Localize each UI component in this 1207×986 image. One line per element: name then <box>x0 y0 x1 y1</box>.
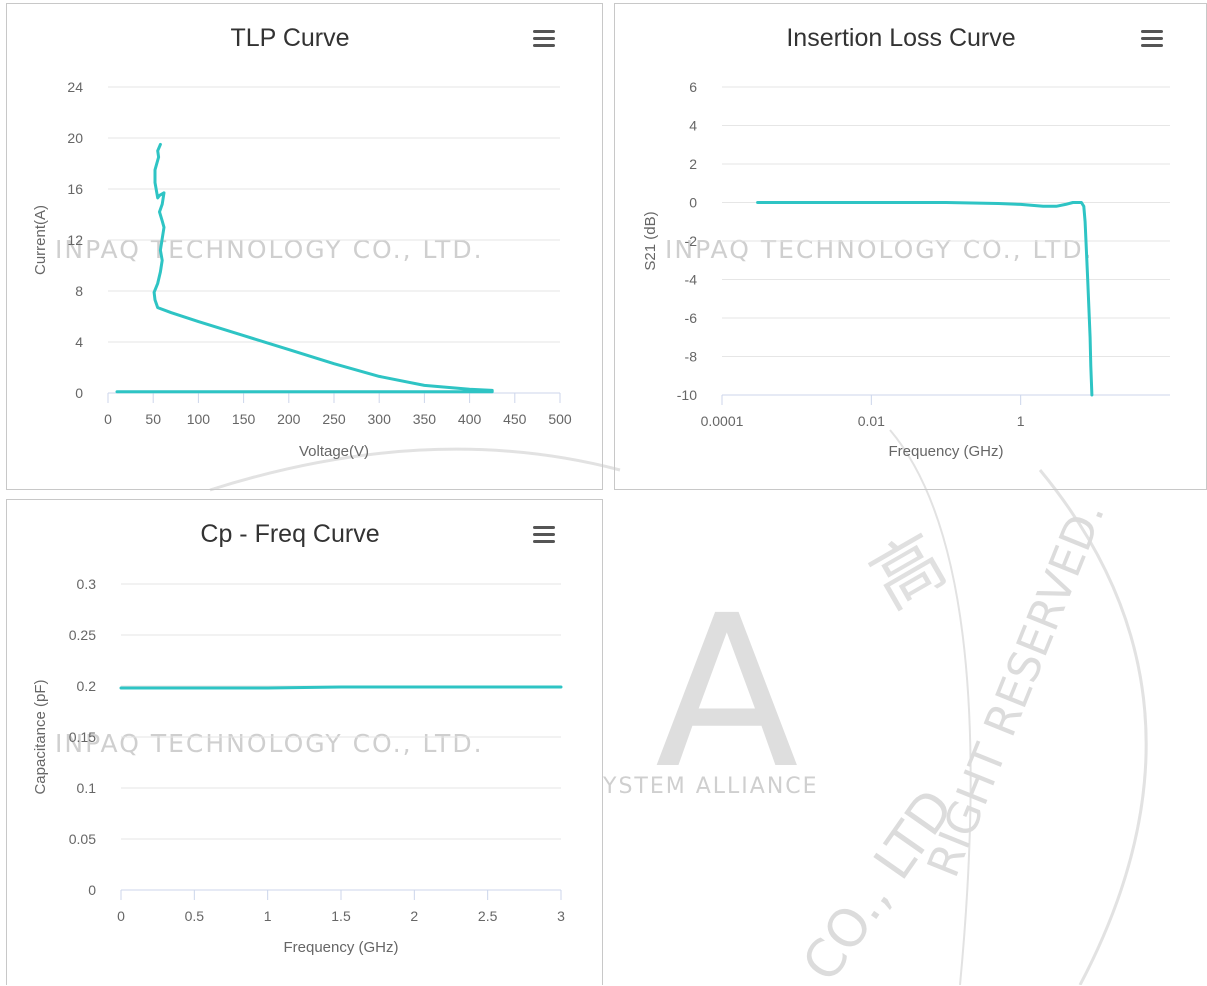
tlp-ytick-label: 0 <box>75 385 83 401</box>
insertion-loss-title: Insertion Loss Curve <box>786 24 1015 52</box>
tlp-hamburger-menu-icon[interactable] <box>533 30 555 50</box>
tlp-series-line <box>115 142 494 394</box>
cp-freq-xtick-label: 1 <box>264 908 272 924</box>
cp-freq-xtick-label: 3 <box>557 908 565 924</box>
tlp-y-axis-title: Current(A) <box>32 205 49 275</box>
tlp-x-axis-title: Voltage(V) <box>299 443 369 460</box>
cp-freq-xtick-label: 2 <box>410 908 418 924</box>
cp-freq-hamburger-menu-icon[interactable] <box>533 526 555 546</box>
insertion-loss-ytick-label: -2 <box>685 233 698 249</box>
cp-freq-xtick-label: 2.5 <box>478 908 498 924</box>
insertion-loss-ytick-label: 2 <box>689 156 697 172</box>
cp-freq-xtick-label: 0.5 <box>185 908 205 924</box>
watermark-seal-glyph: 高 <box>858 519 960 625</box>
insertion-loss-ytick-label: -4 <box>685 272 698 288</box>
tlp-title: TLP Curve <box>230 24 349 52</box>
insertion-loss-ytick-label: 4 <box>689 118 697 134</box>
tlp-xtick-label: 500 <box>548 411 572 427</box>
insertion-loss-y-axis-title: S21 (dB) <box>642 211 659 270</box>
cp-freq-chart: Cp - Freq Curve 0 0.05 0.1 0.15 0.2 0.25 0.3 0 0.… <box>32 520 565 956</box>
cp-freq-chart-panel: Cp - Freq Curve 0 0.05 0.1 0.15 0.2 0.25 0.3 0 0.… <box>6 499 603 985</box>
insertion-loss-hamburger-menu-icon[interactable] <box>1141 30 1163 50</box>
cp-freq-ytick-label: 0.25 <box>69 627 96 643</box>
insertion-loss-chart: Insertion Loss Curve -10 -8 -6 -4 -2 0 2 4 6 0.000… <box>642 24 1170 460</box>
tlp-ytick-label: 4 <box>75 334 83 350</box>
tlp-xtick-label: 250 <box>322 411 346 427</box>
insertion-loss-ytick-label: -10 <box>677 387 697 403</box>
watermark-big-letter: A <box>655 570 799 815</box>
tlp-xtick-label: 200 <box>277 411 301 427</box>
insertion-loss-ytick-label: -8 <box>685 349 698 365</box>
tlp-ytick-label: 8 <box>75 283 83 299</box>
tlp-xtick-label: 50 <box>145 411 161 427</box>
watermark-arc-right <box>1038 469 1148 985</box>
tlp-xtick-label: 300 <box>368 411 392 427</box>
tlp-xtick-label: 450 <box>503 411 527 427</box>
tlp-chart: TLP Curve 0 4 8 12 16 20 24 0 50 100 150 200 250 300 35… <box>32 24 572 460</box>
tlp-ytick-label: 12 <box>67 232 83 248</box>
tlp-xtick-label: 100 <box>187 411 211 427</box>
watermark-rights: RIGHT RESERVED. <box>918 494 1115 884</box>
tlp-ytick-label: 24 <box>67 79 83 95</box>
tlp-ytick-label: 16 <box>67 181 83 197</box>
watermark-arc-inner <box>889 429 972 985</box>
insertion-loss-xtick-label: 0.0001 <box>701 413 744 429</box>
insertion-loss-ytick-label: 6 <box>689 79 697 95</box>
cp-freq-y-axis-title: Capacitance (pF) <box>32 679 49 794</box>
tlp-chart-panel: TLP Curve 0 4 8 12 16 20 24 0 50 100 150 200 250 300 35… <box>6 3 603 490</box>
insertion-loss-ytick-label: -6 <box>685 310 698 326</box>
insertion-loss-series-line <box>756 201 1094 397</box>
watermark-alliance: YSTEM ALLIANCE <box>602 774 819 799</box>
cp-freq-ytick-label: 0 <box>88 882 96 898</box>
cp-freq-ytick-label: 0.05 <box>69 831 96 847</box>
cp-freq-xtick-label: 0 <box>117 908 125 924</box>
cp-freq-series-line <box>119 685 563 690</box>
insertion-loss-ytick-label: 0 <box>689 195 697 211</box>
tlp-xtick-label: 400 <box>458 411 482 427</box>
insertion-loss-chart-panel: Insertion Loss Curve -10 -8 -6 -4 -2 0 2 4 6 0.000… <box>614 3 1207 490</box>
cp-freq-title: Cp - Freq Curve <box>200 520 379 548</box>
cp-freq-ytick-label: 0.15 <box>69 729 96 745</box>
cp-freq-ytick-label: 0.1 <box>77 780 97 796</box>
tlp-ytick-label: 20 <box>67 130 83 146</box>
tlp-xtick-label: 150 <box>232 411 256 427</box>
watermark-seal-text: CO., LTD <box>791 779 965 985</box>
tlp-xtick-label: 350 <box>413 411 437 427</box>
insertion-loss-x-axis-title: Frequency (GHz) <box>888 443 1003 460</box>
insertion-loss-xtick-label: 0.01 <box>858 413 885 429</box>
tlp-xtick-label: 0 <box>104 411 112 427</box>
cp-freq-x-axis-title: Frequency (GHz) <box>283 939 398 956</box>
cp-freq-ytick-label: 0.2 <box>77 678 97 694</box>
insertion-loss-xtick-label: 1 <box>1017 413 1025 429</box>
cp-freq-ytick-label: 0.3 <box>77 576 97 592</box>
cp-freq-xtick-label: 1.5 <box>331 908 351 924</box>
